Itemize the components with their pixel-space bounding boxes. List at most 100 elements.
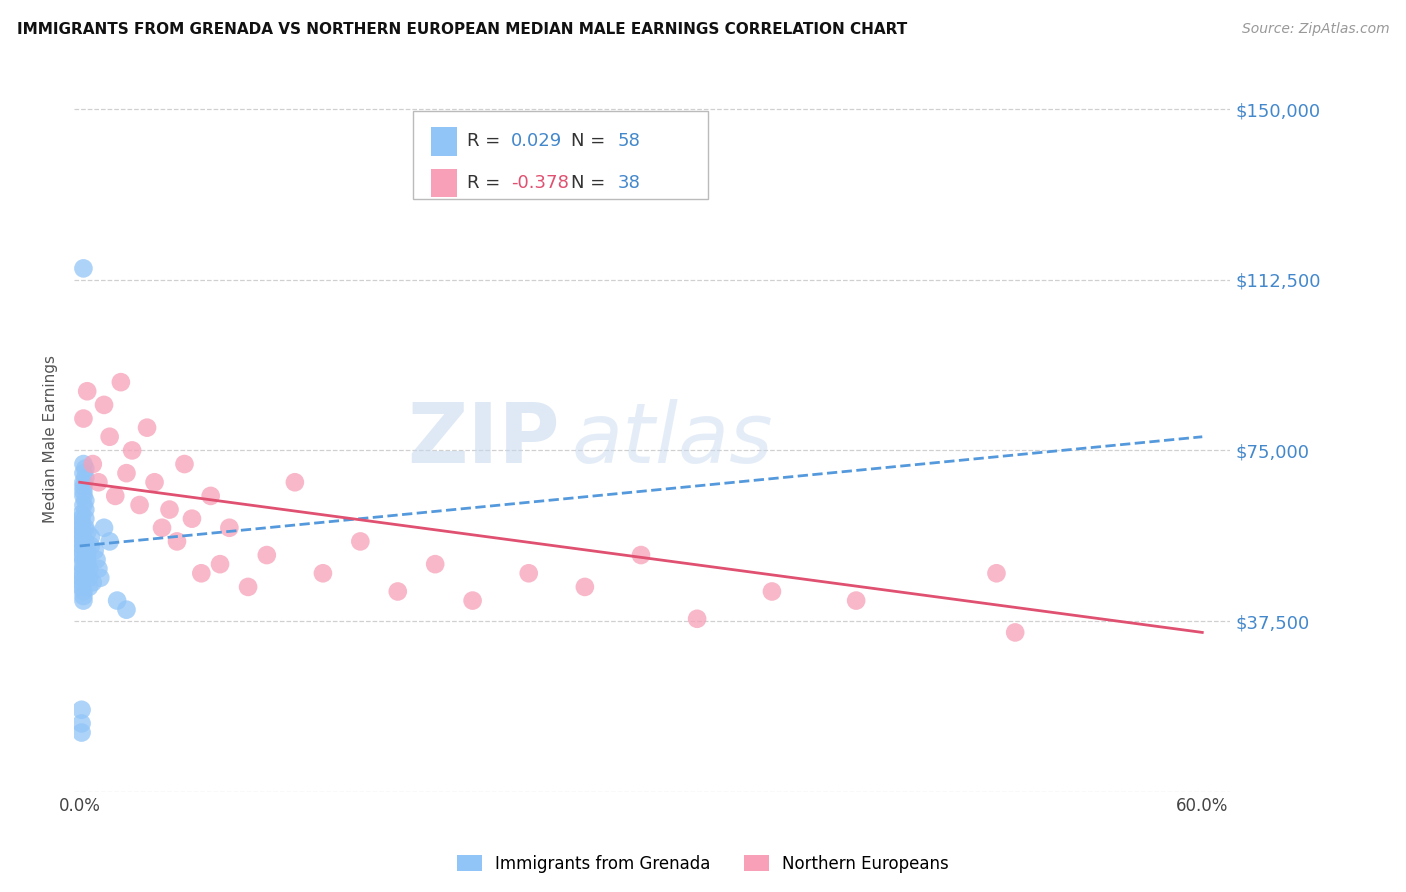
- Text: N =: N =: [571, 132, 612, 151]
- Point: [1004, 625, 1026, 640]
- Point: [72, 480, 94, 494]
- Point: [70, 548, 93, 562]
- Point: [72, 457, 94, 471]
- Point: [70, 507, 93, 521]
- Point: [630, 548, 652, 562]
- Point: [121, 443, 143, 458]
- Point: [349, 534, 371, 549]
- Text: atlas: atlas: [571, 399, 773, 480]
- Text: R =: R =: [467, 174, 506, 192]
- Legend: Immigrants from Grenada, Northern Europeans: Immigrants from Grenada, Northern Europe…: [450, 848, 956, 880]
- Point: [70, 557, 93, 571]
- Point: [87, 475, 110, 490]
- Point: [72, 562, 94, 576]
- Point: [76, 552, 98, 566]
- FancyBboxPatch shape: [413, 111, 707, 199]
- Point: [128, 498, 150, 512]
- Point: [70, 703, 93, 717]
- Point: [208, 557, 231, 571]
- Point: [76, 543, 98, 558]
- Y-axis label: Median Male Earnings: Median Male Earnings: [44, 355, 58, 523]
- Text: Source: ZipAtlas.com: Source: ZipAtlas.com: [1241, 22, 1389, 37]
- Point: [236, 580, 259, 594]
- Point: [72, 475, 94, 490]
- Point: [115, 466, 138, 480]
- Point: [70, 716, 93, 731]
- Text: -0.378: -0.378: [512, 174, 569, 192]
- Point: [173, 457, 195, 471]
- Point: [72, 593, 94, 607]
- Point: [98, 430, 121, 444]
- Point: [761, 584, 783, 599]
- Point: [75, 471, 97, 485]
- Point: [70, 511, 93, 525]
- Point: [150, 521, 173, 535]
- Point: [72, 589, 94, 603]
- Point: [425, 557, 447, 571]
- Point: [574, 580, 596, 594]
- Point: [312, 566, 335, 581]
- Point: [72, 484, 94, 499]
- Point: [76, 384, 98, 399]
- Point: [82, 457, 104, 471]
- Point: [70, 543, 93, 558]
- Text: IMMIGRANTS FROM GRENADA VS NORTHERN EUROPEAN MEDIAN MALE EARNINGS CORRELATION CH: IMMIGRANTS FROM GRENADA VS NORTHERN EURO…: [17, 22, 907, 37]
- Point: [93, 398, 115, 412]
- Point: [75, 511, 97, 525]
- Point: [256, 548, 278, 562]
- Point: [284, 475, 307, 490]
- Point: [77, 571, 100, 585]
- Point: [70, 530, 93, 544]
- Point: [87, 562, 110, 576]
- Text: 0.029: 0.029: [512, 132, 562, 151]
- Point: [75, 461, 97, 475]
- Text: N =: N =: [571, 174, 612, 192]
- Point: [110, 375, 132, 389]
- Point: [75, 521, 97, 535]
- Point: [70, 571, 93, 585]
- Point: [72, 411, 94, 425]
- Point: [80, 539, 103, 553]
- Point: [80, 530, 103, 544]
- Point: [76, 557, 98, 571]
- Point: [200, 489, 222, 503]
- Point: [76, 548, 98, 562]
- Point: [70, 725, 93, 739]
- Point: [83, 543, 105, 558]
- Point: [136, 420, 159, 434]
- Text: R =: R =: [467, 132, 506, 151]
- Point: [72, 489, 94, 503]
- Point: [77, 580, 100, 594]
- Point: [70, 580, 93, 594]
- Point: [98, 534, 121, 549]
- Point: [89, 571, 111, 585]
- Point: [166, 534, 188, 549]
- Point: [143, 475, 166, 490]
- Point: [77, 562, 100, 576]
- Point: [70, 521, 93, 535]
- Point: [75, 534, 97, 549]
- Point: [72, 466, 94, 480]
- Point: [72, 552, 94, 566]
- Point: [72, 261, 94, 276]
- Point: [93, 521, 115, 535]
- Point: [82, 575, 104, 590]
- Point: [70, 525, 93, 540]
- Point: [72, 498, 94, 512]
- Point: [70, 575, 93, 590]
- FancyBboxPatch shape: [432, 169, 457, 197]
- Point: [76, 525, 98, 540]
- Point: [70, 566, 93, 581]
- Point: [76, 566, 98, 581]
- Point: [104, 489, 127, 503]
- Point: [190, 566, 212, 581]
- Point: [75, 493, 97, 508]
- Text: ZIP: ZIP: [408, 399, 560, 480]
- Point: [218, 521, 240, 535]
- Point: [105, 593, 128, 607]
- Point: [517, 566, 540, 581]
- Point: [461, 593, 484, 607]
- Point: [86, 552, 108, 566]
- Point: [986, 566, 1008, 581]
- Point: [159, 502, 181, 516]
